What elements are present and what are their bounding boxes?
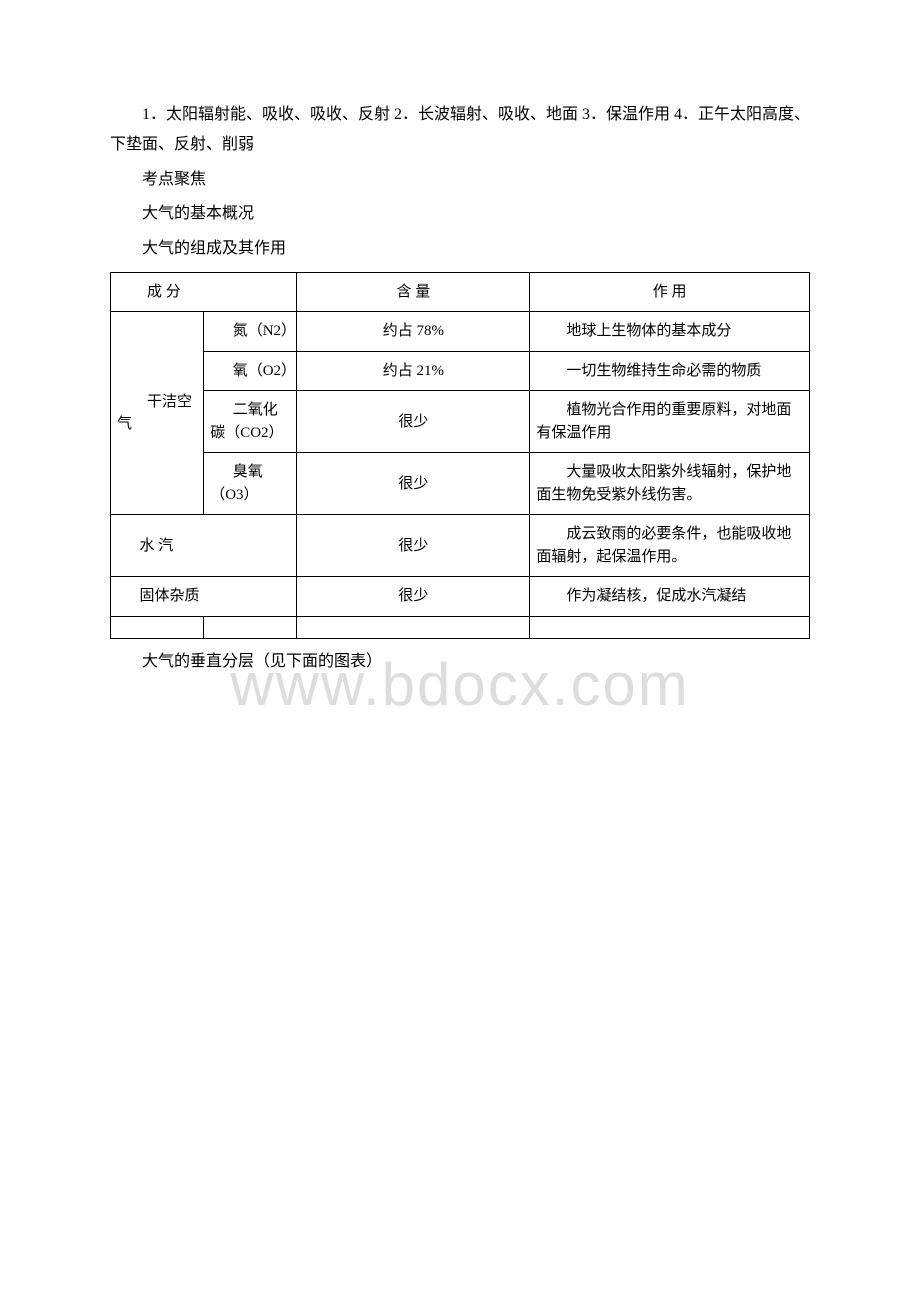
cell-solid: 固体杂质 — [111, 577, 297, 617]
cell-nitrogen-amount: 约占 78% — [297, 312, 530, 352]
header-amount: 含 量 — [297, 272, 530, 312]
table-row: 干洁空气 氮（N2） 约占 78% 地球上生物体的基本成分 — [111, 312, 810, 352]
cell-nitrogen-function: 地球上生物体的基本成分 — [530, 312, 810, 352]
cell-ozone-amount: 很少 — [297, 453, 530, 515]
cell-ozone-function: 大量吸收太阳紫外线辐射，保护地面生物免受紫外线伤害。 — [530, 453, 810, 515]
header-component: 成 分 — [111, 272, 297, 312]
header-function: 作 用 — [530, 272, 810, 312]
paragraph-composition: 大气的组成及其作用 — [110, 234, 810, 264]
cell-dry-air: 干洁空气 — [111, 312, 204, 515]
cell-co2: 二氧化碳（CO2） — [204, 391, 297, 453]
paragraph-focus: 考点聚焦 — [110, 165, 810, 195]
paragraph-vertical-layers: 大气的垂直分层（见下面的图表） — [110, 647, 810, 677]
cell-oxygen-amount: 约占 21% — [297, 351, 530, 391]
cell-vapor: 水 汽 — [111, 515, 297, 577]
cell-vapor-amount: 很少 — [297, 515, 530, 577]
cell-solid-function: 作为凝结核，促成水汽凝结 — [530, 577, 810, 617]
cell-vapor-function: 成云致雨的必要条件，也能吸收地面辐射，起保温作用。 — [530, 515, 810, 577]
table-row: 水 汽 很少 成云致雨的必要条件，也能吸收地面辐射，起保温作用。 — [111, 515, 810, 577]
document-content: 1．太阳辐射能、吸收、吸收、反射 2．长波辐射、吸收、地面 3．保温作用 4．正… — [110, 100, 810, 677]
paragraph-overview: 大气的基本概况 — [110, 199, 810, 229]
cell-oxygen-function: 一切生物维持生命必需的物质 — [530, 351, 810, 391]
composition-table: 成 分 含 量 作 用 干洁空气 氮（N2） 约占 78% 地球上生物体的基本成… — [110, 272, 810, 639]
cell-co2-amount: 很少 — [297, 391, 530, 453]
table-header-row: 成 分 含 量 作 用 — [111, 272, 810, 312]
empty-cell — [111, 616, 204, 638]
table-row: 氧（O2） 约占 21% 一切生物维持生命必需的物质 — [111, 351, 810, 391]
cell-ozone: 臭氧（O3） — [204, 453, 297, 515]
empty-cell — [297, 616, 530, 638]
paragraph-answers: 1．太阳辐射能、吸收、吸收、反射 2．长波辐射、吸收、地面 3．保温作用 4．正… — [110, 100, 810, 161]
composition-table-container: 成 分 含 量 作 用 干洁空气 氮（N2） 约占 78% 地球上生物体的基本成… — [110, 272, 810, 639]
empty-cell — [204, 616, 297, 638]
empty-cell — [530, 616, 810, 638]
cell-co2-function: 植物光合作用的重要原料，对地面有保温作用 — [530, 391, 810, 453]
table-row: 固体杂质 很少 作为凝结核，促成水汽凝结 — [111, 577, 810, 617]
cell-solid-amount: 很少 — [297, 577, 530, 617]
table-empty-row — [111, 616, 810, 638]
table-row: 臭氧（O3） 很少 大量吸收太阳紫外线辐射，保护地面生物免受紫外线伤害。 — [111, 453, 810, 515]
cell-oxygen: 氧（O2） — [204, 351, 297, 391]
table-row: 二氧化碳（CO2） 很少 植物光合作用的重要原料，对地面有保温作用 — [111, 391, 810, 453]
cell-nitrogen: 氮（N2） — [204, 312, 297, 352]
